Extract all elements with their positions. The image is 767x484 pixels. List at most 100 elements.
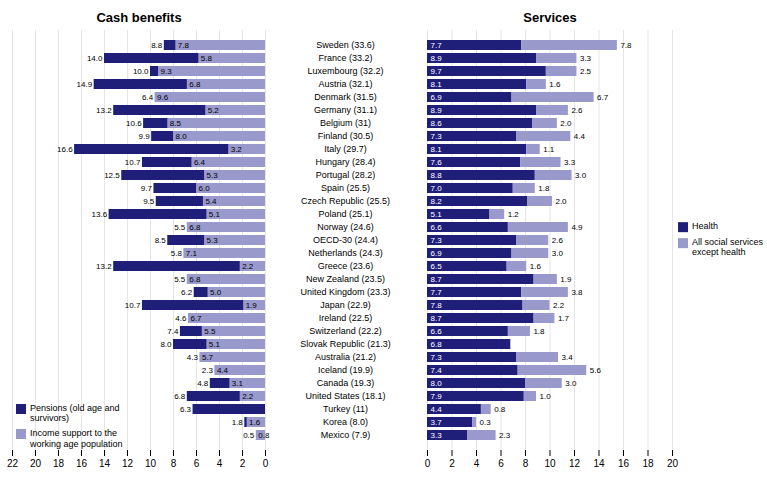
- svg-text:1.8: 1.8: [533, 327, 545, 336]
- svg-text:8.0: 8.0: [431, 379, 443, 388]
- svg-text:France (33.2): France (33.2): [318, 53, 372, 63]
- svg-text:12: 12: [569, 458, 581, 469]
- svg-text:8.8: 8.8: [431, 171, 443, 180]
- svg-text:5.1: 5.1: [209, 210, 221, 219]
- svg-text:5.0: 5.0: [210, 288, 222, 297]
- svg-text:6.9: 6.9: [431, 93, 443, 102]
- svg-text:5.8: 5.8: [171, 249, 183, 258]
- svg-text:7.3: 7.3: [431, 353, 443, 362]
- svg-text:7.4: 7.4: [167, 327, 179, 336]
- svg-text:6.8: 6.8: [189, 223, 201, 232]
- svg-text:2: 2: [240, 458, 246, 469]
- svg-text:2.6: 2.6: [552, 236, 564, 245]
- svg-text:22: 22: [7, 458, 19, 469]
- svg-text:2: 2: [449, 458, 455, 469]
- svg-text:3.7: 3.7: [431, 418, 443, 427]
- svg-text:5.2: 5.2: [208, 106, 220, 115]
- svg-text:6.6: 6.6: [431, 327, 443, 336]
- svg-text:8.5: 8.5: [155, 236, 167, 245]
- svg-text:2.6: 2.6: [571, 106, 583, 115]
- svg-text:10: 10: [145, 458, 157, 469]
- svg-text:1.2: 1.2: [508, 210, 520, 219]
- svg-text:1.0: 1.0: [540, 392, 552, 401]
- svg-text:9.5: 9.5: [143, 197, 155, 206]
- svg-text:16.6: 16.6: [57, 145, 73, 154]
- svg-text:1.9: 1.9: [246, 301, 258, 310]
- svg-text:8: 8: [171, 458, 177, 469]
- svg-text:1.9: 1.9: [560, 275, 572, 284]
- svg-text:18: 18: [642, 458, 654, 469]
- svg-text:14: 14: [593, 458, 605, 469]
- svg-text:1.6: 1.6: [249, 418, 261, 427]
- svg-text:7.8: 7.8: [431, 301, 443, 310]
- svg-text:Switzerland (22.2): Switzerland (22.2): [309, 326, 382, 336]
- svg-text:Hungary (28.4): Hungary (28.4): [315, 157, 375, 167]
- svg-text:12.5: 12.5: [104, 171, 120, 180]
- svg-text:2.3: 2.3: [202, 366, 214, 375]
- svg-text:6.8: 6.8: [174, 392, 186, 401]
- svg-text:6.8: 6.8: [431, 340, 443, 349]
- svg-text:Netherlands (24.3): Netherlands (24.3): [308, 248, 383, 258]
- svg-text:Germany (31.1): Germany (31.1): [314, 105, 377, 115]
- svg-text:1.6: 1.6: [549, 80, 561, 89]
- svg-text:3.0: 3.0: [575, 171, 587, 180]
- svg-text:8.0: 8.0: [160, 340, 172, 349]
- svg-text:Korea (8.0): Korea (8.0): [323, 417, 368, 427]
- svg-text:6.8: 6.8: [189, 80, 201, 89]
- svg-text:0.8: 0.8: [494, 405, 506, 414]
- svg-text:Japan (22.9): Japan (22.9): [320, 300, 371, 310]
- svg-text:6.7: 6.7: [597, 93, 609, 102]
- svg-text:6.3: 6.3: [180, 405, 192, 414]
- svg-text:6: 6: [194, 458, 200, 469]
- svg-text:5.5: 5.5: [204, 327, 216, 336]
- svg-text:8.9: 8.9: [431, 54, 443, 63]
- svg-text:Iceland (19.9): Iceland (19.9): [318, 365, 373, 375]
- svg-text:9.7: 9.7: [141, 184, 153, 193]
- svg-text:7.4: 7.4: [431, 366, 443, 375]
- svg-text:7.7: 7.7: [431, 41, 443, 50]
- svg-text:1.6: 1.6: [530, 262, 542, 271]
- svg-text:4.9: 4.9: [571, 223, 583, 232]
- svg-text:Italy (29.7): Italy (29.7): [324, 144, 367, 154]
- svg-text:3.3: 3.3: [431, 431, 443, 440]
- svg-text:2.2: 2.2: [242, 262, 254, 271]
- svg-text:Canada (19.3): Canada (19.3): [317, 378, 375, 388]
- svg-text:6.8: 6.8: [189, 275, 201, 284]
- svg-text:5.4: 5.4: [205, 197, 217, 206]
- svg-text:8.8: 8.8: [151, 41, 163, 50]
- svg-text:1.8: 1.8: [538, 184, 550, 193]
- svg-text:5.1: 5.1: [431, 210, 443, 219]
- svg-text:10.7: 10.7: [125, 301, 141, 310]
- svg-text:Czech Republic (25.5): Czech Republic (25.5): [301, 196, 390, 206]
- svg-text:5.1: 5.1: [209, 340, 221, 349]
- svg-text:4.6: 4.6: [175, 314, 187, 323]
- svg-text:0: 0: [263, 458, 269, 469]
- svg-text:5.3: 5.3: [207, 171, 219, 180]
- svg-text:8.7: 8.7: [431, 314, 443, 323]
- svg-text:8.5: 8.5: [170, 119, 182, 128]
- svg-text:Norway (24.6): Norway (24.6): [317, 222, 374, 232]
- svg-text:6.7: 6.7: [190, 314, 202, 323]
- svg-text:0.8: 0.8: [258, 431, 270, 440]
- svg-text:0.3: 0.3: [480, 418, 492, 427]
- svg-text:14.9: 14.9: [77, 80, 93, 89]
- svg-text:New Zealand (23.5): New Zealand (23.5): [306, 274, 385, 284]
- svg-text:Finland (30.5): Finland (30.5): [318, 131, 374, 141]
- svg-text:6.4: 6.4: [142, 93, 154, 102]
- svg-text:8.7: 8.7: [431, 275, 443, 284]
- svg-text:Australia (21.2): Australia (21.2): [315, 352, 376, 362]
- svg-text:2.2: 2.2: [242, 392, 254, 401]
- svg-text:4.4: 4.4: [217, 366, 229, 375]
- svg-text:10: 10: [544, 458, 556, 469]
- svg-text:7.3: 7.3: [431, 132, 443, 141]
- svg-text:3.2: 3.2: [231, 145, 243, 154]
- svg-text:1.8: 1.8: [232, 418, 244, 427]
- svg-text:16: 16: [618, 458, 630, 469]
- svg-text:18: 18: [53, 458, 65, 469]
- svg-text:1.1: 1.1: [543, 145, 555, 154]
- svg-text:8.6: 8.6: [431, 119, 443, 128]
- svg-text:9.9: 9.9: [139, 132, 151, 141]
- svg-text:Belgium (31): Belgium (31): [320, 118, 371, 128]
- svg-text:United Kingdom (23.3): United Kingdom (23.3): [300, 287, 390, 297]
- svg-text:Slovak Republic (21.3): Slovak Republic (21.3): [300, 339, 391, 349]
